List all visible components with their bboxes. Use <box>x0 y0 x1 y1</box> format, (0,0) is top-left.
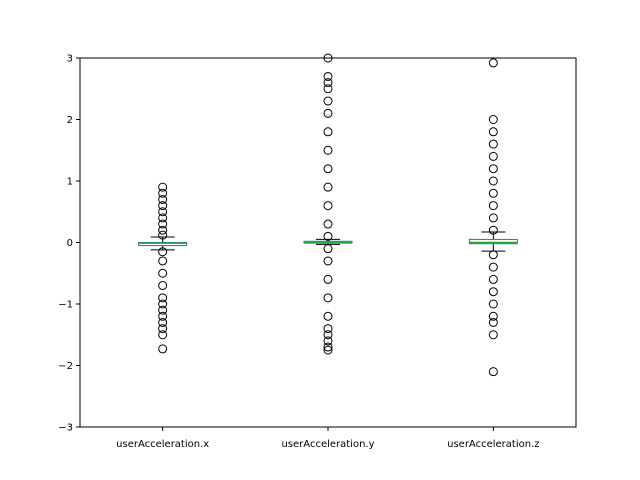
outlier-point <box>158 281 168 291</box>
outlier-point <box>488 367 498 377</box>
y-tick-label: 2 <box>67 115 73 126</box>
outlier-point <box>323 311 333 321</box>
outlier-point <box>158 324 168 334</box>
box-group <box>468 58 518 377</box>
x-axis: userAcceleration.x userAcceleration.y user… <box>116 427 540 450</box>
y-tick-label: 3 <box>67 54 73 65</box>
outlier-point <box>488 127 498 137</box>
outlier-point <box>158 213 168 223</box>
outlier-point <box>488 176 498 186</box>
outlier-point <box>488 311 498 321</box>
outlier-point <box>158 182 168 192</box>
outlier-point <box>323 330 333 340</box>
x-tick-label: userAcceleration.x <box>116 439 209 450</box>
x-tick-label: userAcceleration.z <box>447 439 539 450</box>
outlier-point <box>158 201 168 211</box>
outlier-point <box>158 225 168 235</box>
outlier-point <box>323 293 333 303</box>
iqr-box <box>468 238 518 245</box>
outlier-point <box>488 317 498 327</box>
outlier-point <box>323 71 333 81</box>
outlier-point <box>158 194 168 204</box>
y-tick-label: −2 <box>58 361 73 372</box>
box-group <box>138 182 188 354</box>
outlier-point <box>488 287 498 297</box>
outlier-point <box>158 330 168 340</box>
outlier-point <box>488 151 498 161</box>
outlier-point <box>323 78 333 88</box>
outlier-point <box>323 182 333 192</box>
outlier-point <box>323 164 333 174</box>
outlier-point <box>323 345 333 355</box>
y-tick-label: −1 <box>58 300 73 311</box>
outlier-point <box>323 219 333 229</box>
outlier-point <box>158 219 168 229</box>
outlier-point <box>488 201 498 211</box>
outlier-point <box>323 274 333 284</box>
outlier-point <box>488 262 498 272</box>
outlier-point <box>488 58 498 68</box>
outlier-point <box>323 108 333 118</box>
outlier-point <box>158 293 168 303</box>
y-axis: −3 −2 −1 0 1 2 3 <box>58 54 80 434</box>
y-tick-label: 1 <box>67 177 73 188</box>
outlier-point <box>158 256 168 266</box>
outlier-point <box>158 299 168 309</box>
outlier-point <box>158 268 168 278</box>
y-tick-label: 0 <box>67 238 73 249</box>
outlier-point <box>488 139 498 149</box>
outlier-point <box>323 256 333 266</box>
outlier-point <box>488 274 498 284</box>
outlier-point <box>323 324 333 334</box>
outlier-point <box>158 188 168 198</box>
outlier-point <box>323 145 333 155</box>
y-tick-label: −3 <box>58 423 73 434</box>
outlier-point <box>323 84 333 94</box>
box-plot-marks <box>138 53 518 377</box>
outlier-point <box>488 164 498 174</box>
outlier-point <box>323 336 333 346</box>
box-group <box>303 53 353 355</box>
outlier-point <box>158 207 168 217</box>
outlier-point <box>488 115 498 124</box>
outlier-point <box>488 188 498 198</box>
outlier-point <box>323 53 333 63</box>
outlier-point <box>158 344 168 354</box>
outlier-point <box>158 305 168 315</box>
outlier-point <box>323 342 333 352</box>
outlier-point <box>488 299 498 309</box>
outlier-point <box>488 213 498 223</box>
outlier-point <box>158 317 168 327</box>
outlier-point <box>488 330 498 340</box>
outlier-point <box>323 201 333 211</box>
outlier-point <box>323 127 333 137</box>
outlier-point <box>158 311 168 321</box>
outlier-point <box>323 96 333 106</box>
x-tick-label: userAcceleration.y <box>281 439 374 450</box>
